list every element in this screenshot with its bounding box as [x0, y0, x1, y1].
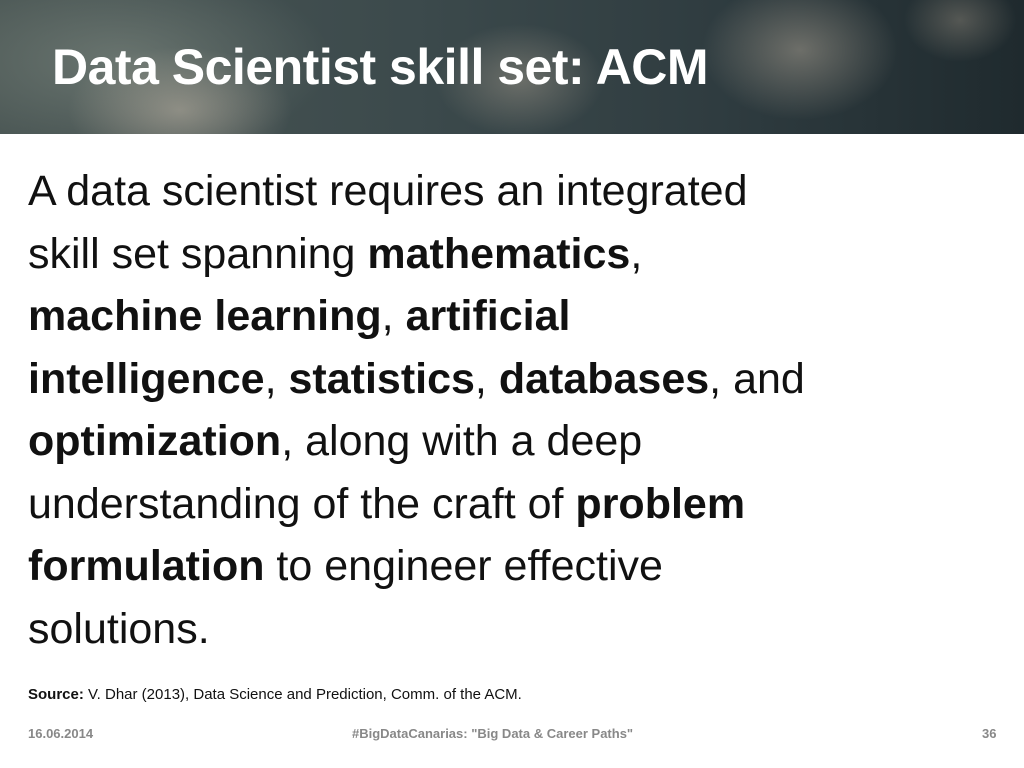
header-banner: Data Scientist skill set: ACM: [0, 0, 1024, 134]
body-text: solutions.: [28, 604, 210, 653]
body-text: A data scientist requires an integrated: [28, 167, 748, 215]
body-text: ,: [630, 229, 643, 278]
body-line: formulation to engineer effective: [28, 535, 805, 598]
bold-term: machine learning: [28, 292, 382, 340]
body-text: , along with a deep: [281, 417, 643, 465]
body-text: understanding of the craft of: [28, 479, 576, 528]
body-text: ,: [381, 292, 406, 340]
source-text: V. Dhar (2013), Data Science and Predict…: [83, 686, 522, 703]
bold-term: mathematics: [367, 229, 631, 278]
bold-term: optimization: [28, 417, 282, 465]
source-citation: Source: V. Dhar (2013), Data Science and…: [28, 686, 522, 703]
bold-term: statistics: [288, 354, 475, 403]
body-text: ,: [474, 354, 499, 403]
body-line: skill set spanning mathematics,: [28, 223, 805, 286]
bold-term: artificial: [405, 292, 571, 340]
body-line: understanding of the craft of problem: [28, 473, 805, 536]
body-line: optimization, along with a deep: [28, 410, 805, 473]
source-label: Source:: [28, 686, 84, 703]
slide-body: A data scientist requires an integrated s…: [28, 160, 805, 660]
body-line: solutions.: [28, 598, 805, 661]
footer-date: 16.06.2014: [28, 726, 94, 741]
bold-term: formulation: [28, 542, 265, 590]
body-text: to engineer effective: [264, 542, 663, 590]
bold-term: problem: [575, 479, 746, 528]
slide-title: Data Scientist skill set: ACM: [52, 39, 709, 95]
body-text: , and: [709, 354, 805, 403]
body-text: skill set spanning: [28, 229, 368, 278]
body-line: intelligence, statistics, databases, and: [28, 348, 805, 411]
body-text: ,: [264, 354, 289, 403]
footer-page-number: 36: [982, 726, 997, 741]
footer-event: #BigDataCanarias: "Big Data & Career Pat…: [352, 726, 634, 741]
body-line: machine learning, artificial: [28, 285, 805, 348]
body-line: A data scientist requires an integrated: [28, 160, 805, 223]
bold-term: intelligence: [28, 354, 265, 403]
bold-term: databases: [498, 354, 710, 403]
